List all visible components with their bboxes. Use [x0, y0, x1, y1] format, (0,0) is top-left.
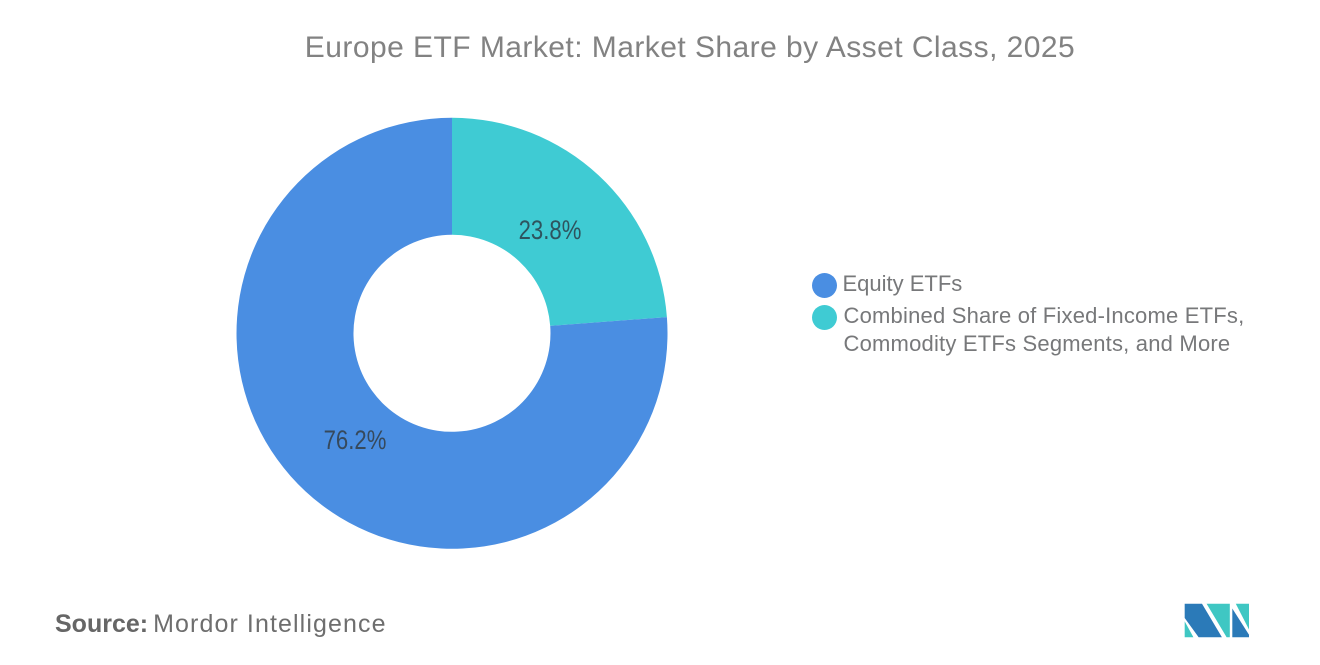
- svg-text:76.2%: 76.2%: [324, 426, 387, 456]
- svg-text:23.8%: 23.8%: [519, 216, 582, 246]
